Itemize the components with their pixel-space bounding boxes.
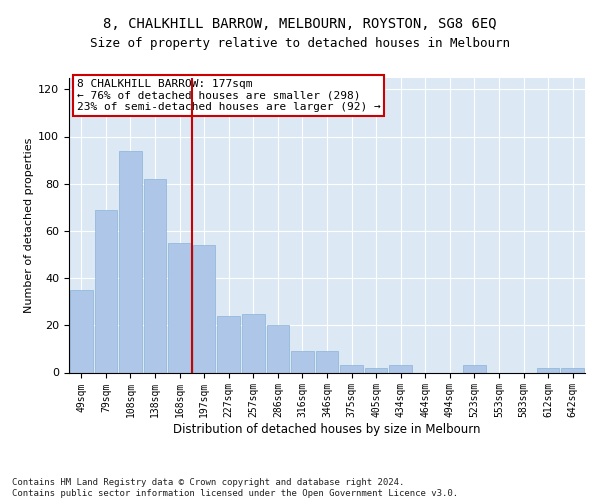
- Y-axis label: Number of detached properties: Number of detached properties: [24, 138, 34, 312]
- Bar: [562, 368, 584, 372]
- Text: Contains HM Land Registry data © Crown copyright and database right 2024.
Contai: Contains HM Land Registry data © Crown c…: [12, 478, 458, 498]
- Bar: [242, 314, 265, 372]
- Bar: [95, 210, 117, 372]
- Bar: [143, 179, 166, 372]
- Bar: [266, 326, 289, 372]
- Bar: [70, 290, 92, 372]
- Bar: [217, 316, 240, 372]
- Bar: [340, 366, 363, 372]
- Bar: [389, 366, 412, 372]
- Text: 8 CHALKHILL BARROW: 177sqm
← 76% of detached houses are smaller (298)
23% of sem: 8 CHALKHILL BARROW: 177sqm ← 76% of deta…: [77, 79, 380, 112]
- Bar: [193, 245, 215, 372]
- Bar: [316, 352, 338, 372]
- Text: 8, CHALKHILL BARROW, MELBOURN, ROYSTON, SG8 6EQ: 8, CHALKHILL BARROW, MELBOURN, ROYSTON, …: [103, 18, 497, 32]
- Bar: [119, 150, 142, 372]
- Text: Size of property relative to detached houses in Melbourn: Size of property relative to detached ho…: [90, 38, 510, 51]
- Bar: [463, 366, 486, 372]
- Bar: [537, 368, 559, 372]
- Bar: [365, 368, 388, 372]
- Bar: [168, 242, 191, 372]
- Bar: [291, 352, 314, 372]
- X-axis label: Distribution of detached houses by size in Melbourn: Distribution of detached houses by size …: [173, 423, 481, 436]
